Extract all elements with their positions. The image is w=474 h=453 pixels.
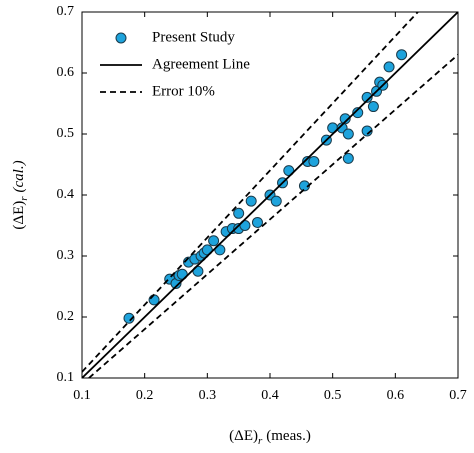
x-label-main: (ΔE) <box>229 428 258 444</box>
reference-line <box>82 12 419 373</box>
y-tick-label: 0.5 <box>57 126 75 141</box>
x-tick-label: 0.3 <box>199 388 217 403</box>
y-tick-label: 0.2 <box>57 309 75 324</box>
y-label-sub: r <box>18 196 30 201</box>
reference-line <box>82 12 458 378</box>
y-tick-label: 0.6 <box>57 65 75 80</box>
x-tick-label: 0.7 <box>449 388 467 403</box>
x-tick-label: 0.1 <box>73 388 91 403</box>
point <box>233 207 245 219</box>
point <box>270 195 282 207</box>
x-tick-label: 0.5 <box>324 388 342 403</box>
x-tick-label: 0.6 <box>387 388 405 403</box>
point <box>352 107 364 119</box>
y-label-suffix: (cal.) <box>11 160 27 192</box>
point <box>342 152 354 164</box>
legend-label: Agreement Line <box>152 56 250 72</box>
legend-label: Present Study <box>152 29 235 45</box>
y-label-main: (ΔE) <box>11 201 27 230</box>
legend-label: Error 10% <box>152 83 215 99</box>
x-axis-label: (ΔE)r (meas.) <box>229 428 311 446</box>
legend-marker <box>115 32 127 44</box>
y-axis-label: (ΔE)r (cal.) <box>11 160 29 229</box>
point <box>308 155 320 167</box>
point <box>208 235 220 247</box>
point <box>342 128 354 140</box>
x-label-sub: r <box>258 435 263 447</box>
y-tick-label: 0.4 <box>57 187 75 202</box>
x-label-suffix: (meas.) <box>266 428 311 444</box>
x-tick-label: 0.2 <box>136 388 154 403</box>
x-tick-label: 0.4 <box>261 388 279 403</box>
point <box>383 61 395 73</box>
y-tick-label: 0.3 <box>57 248 75 263</box>
point <box>396 49 408 61</box>
y-tick-label: 0.7 <box>57 4 75 19</box>
point <box>251 216 263 228</box>
point <box>339 113 351 125</box>
point <box>361 91 373 103</box>
point <box>123 312 135 324</box>
y-tick-label: 0.1 <box>57 370 75 385</box>
reference-line <box>88 54 458 378</box>
point <box>367 101 379 113</box>
point <box>245 195 257 207</box>
